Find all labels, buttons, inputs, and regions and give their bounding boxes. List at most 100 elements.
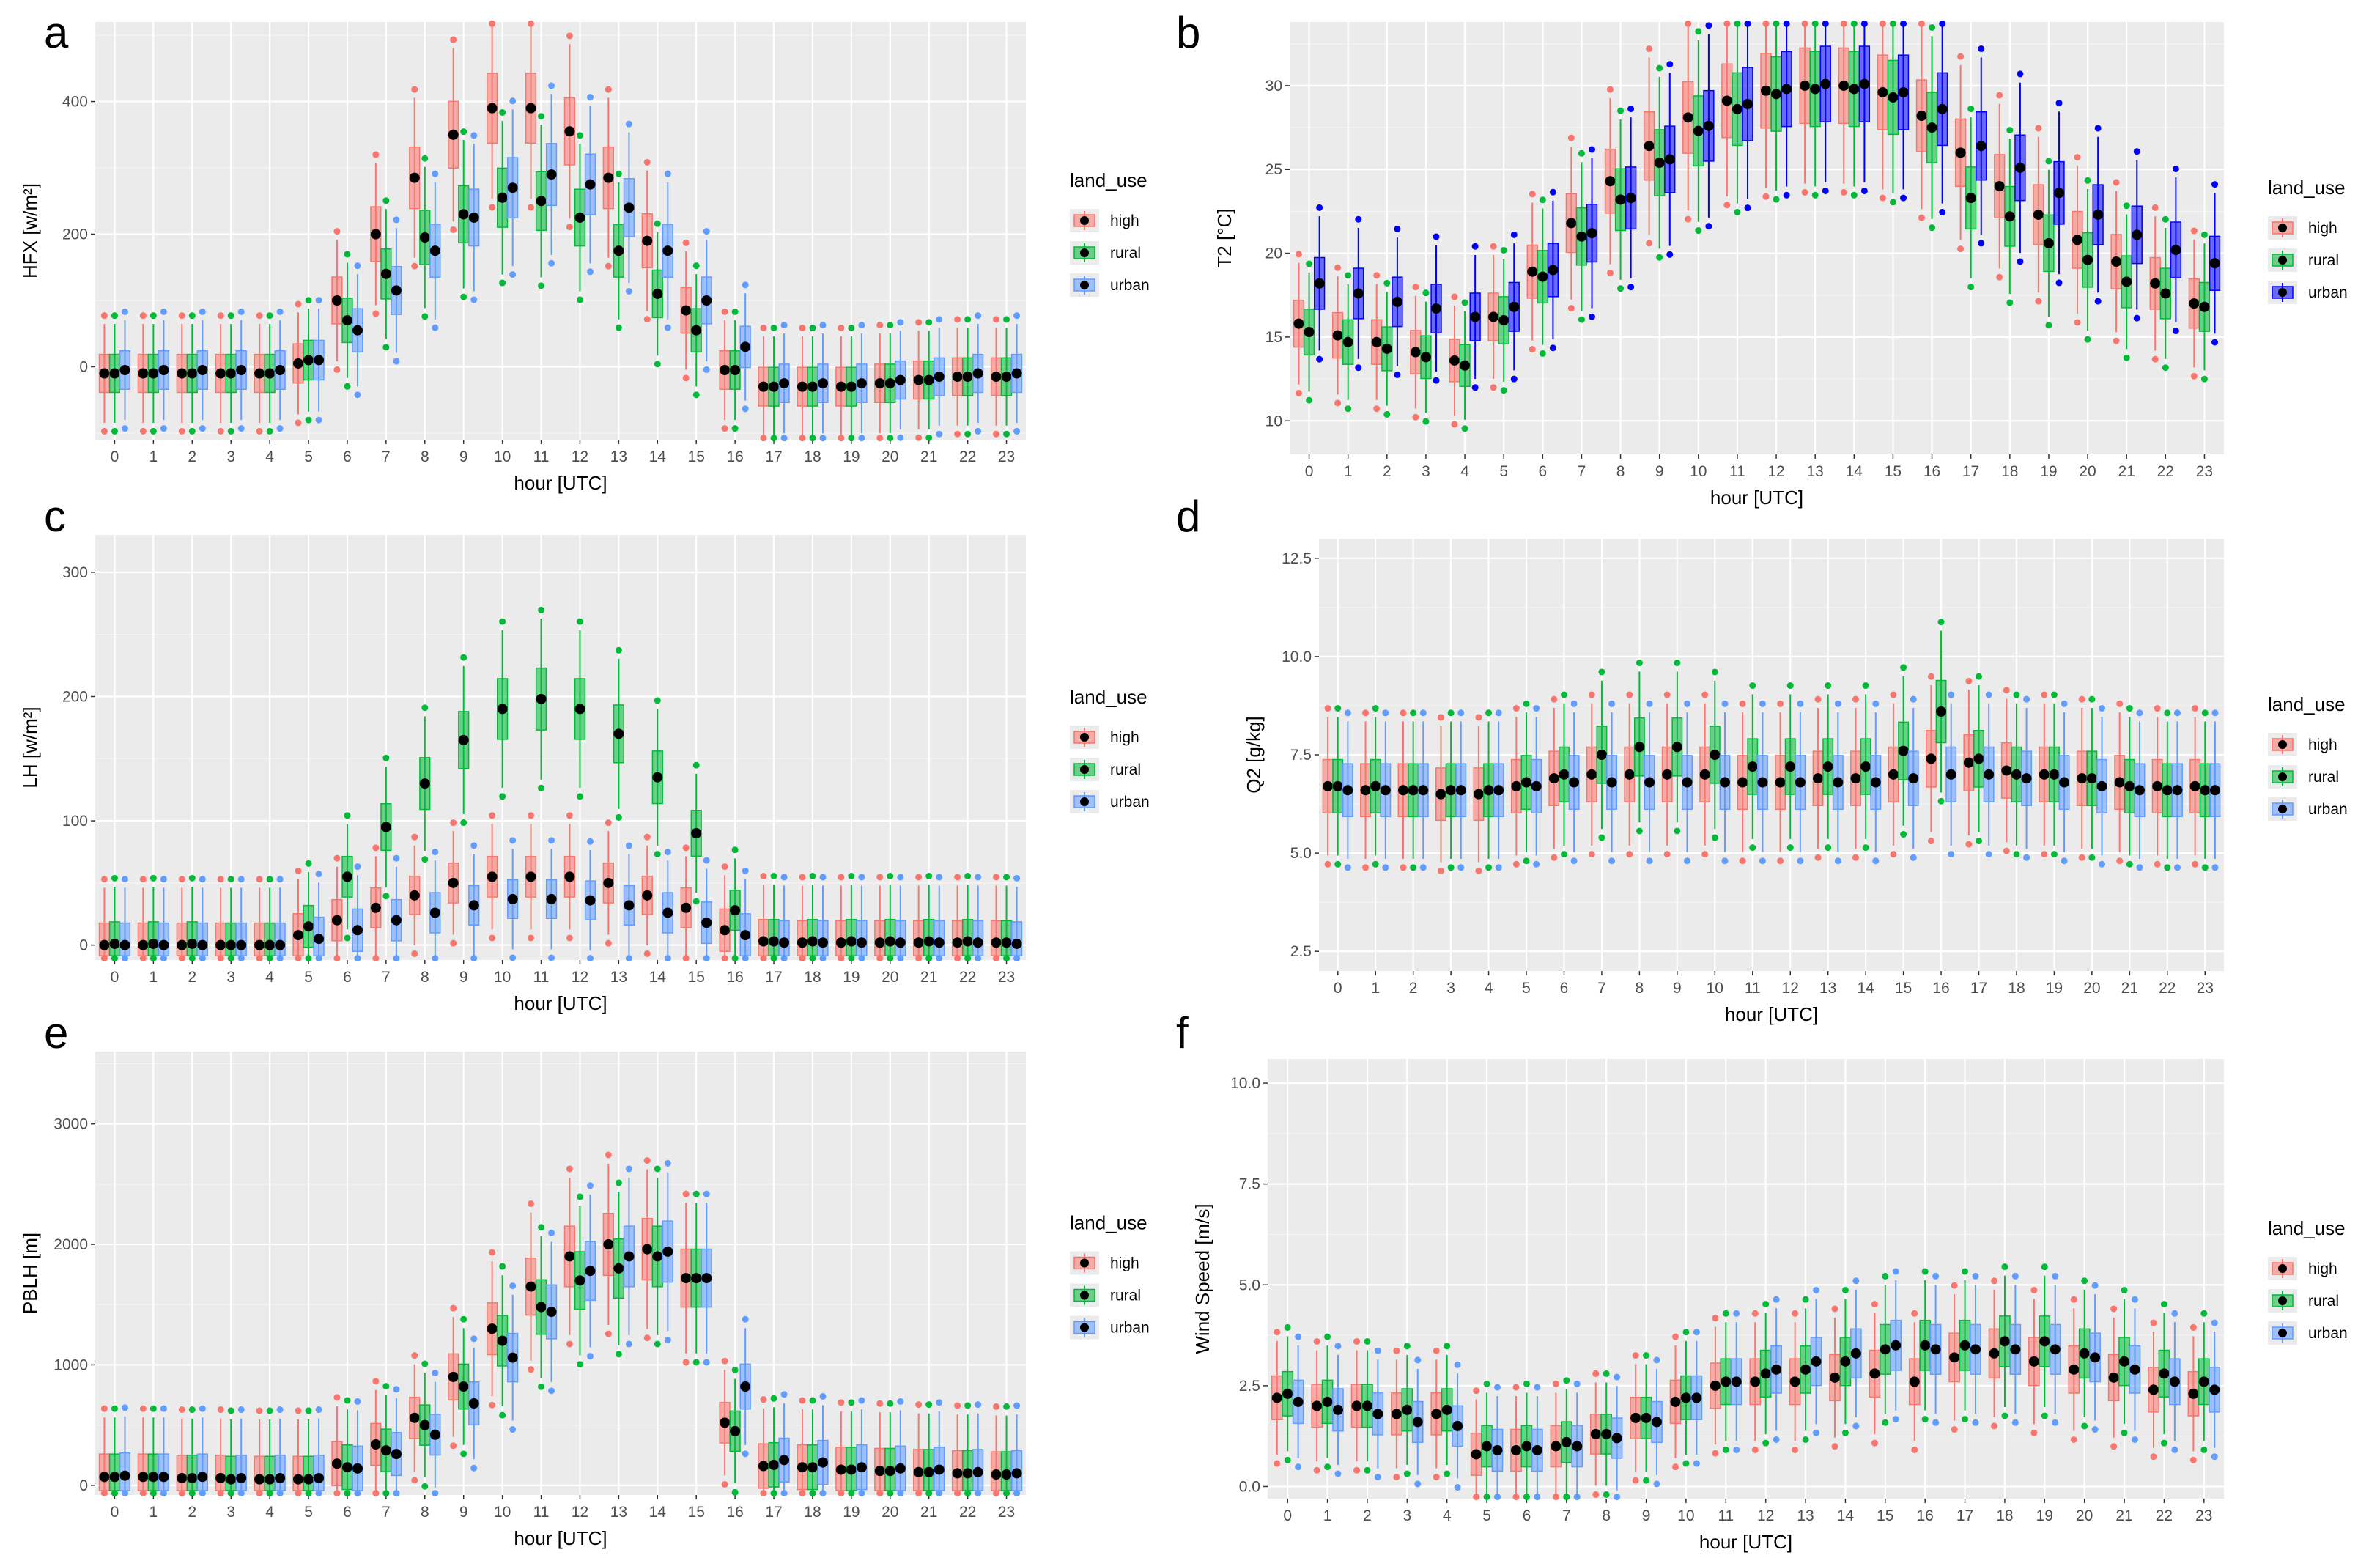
outlier-point [1951,1282,1958,1289]
mean-point [1590,1428,1601,1439]
outlier-point [548,954,555,961]
outlier-point [1762,1439,1770,1447]
outlier-point [566,812,573,819]
outlier-point [2151,204,2159,211]
mean-point [1965,193,1976,204]
outlier-point [372,844,380,852]
mean-point [1984,769,1995,780]
outlier-point [1433,1347,1440,1354]
outlier-point [615,324,622,331]
outlier-point [538,606,545,613]
mean-point [507,893,518,904]
outlier-point [1551,854,1558,861]
y-tick-label: 25 [1265,161,1282,178]
outlier-point [1334,399,1342,407]
outlier-point [848,324,855,331]
outlier-point [2035,298,2042,305]
outlier-point [1666,251,1674,258]
outlier-point [1362,864,1370,871]
x-tick-label: 7 [382,1504,391,1521]
mean-point [331,295,342,306]
mean-point [874,378,885,389]
outlier-point [615,1351,622,1358]
x-tick-label: 9 [459,969,468,986]
outlier-point [1510,375,1518,383]
outlier-point [160,1405,167,1412]
mean-point [1810,84,1821,95]
outlier-point [421,1483,429,1490]
outlier-point [936,1399,943,1406]
outlier-point [1751,1310,1759,1317]
outlier-point [1013,1490,1021,1497]
outlier-point [266,1407,273,1414]
mean-point [2072,235,2082,245]
mean-point [497,1335,508,1346]
mean-point [1926,753,1937,764]
x-axis-title: hour [UTC] [514,992,607,1014]
box [98,922,111,956]
outlier-point [915,955,923,962]
outlier-point [199,1490,206,1497]
legend-title: land_use [1070,686,1148,708]
outlier-point [1306,260,1313,267]
outlier-point [1523,700,1530,707]
series-high [98,1151,1002,1497]
x-tick-label: 0 [111,1504,119,1521]
outlier-point [1723,20,1731,27]
outlier-point [2023,854,2030,861]
outlier-point [2084,177,2091,184]
outlier-point [692,262,700,270]
x-tick-label: 19 [843,969,860,986]
outlier-point [139,312,147,320]
outlier-point [1512,860,1520,868]
mean-point [1949,1352,1960,1363]
outlier-point [1437,867,1444,874]
mean-point [1670,1396,1681,1407]
legend-label-rural: rural [1110,1288,1141,1304]
outlier-point [1759,857,1766,865]
series-urban [119,1159,1023,1497]
outlier-point [1490,243,1497,250]
legend-key-point [1080,216,1089,225]
outlier-point [139,1405,147,1412]
outlier-point [1433,377,1440,384]
mean-point [215,1472,226,1483]
outlier-point [276,876,284,883]
outlier-point [692,761,700,769]
outlier-point [1910,695,1917,703]
outlier-point [721,1480,728,1488]
mean-point [2014,162,2025,173]
mean-point [197,365,208,375]
outlier-point [1475,714,1482,721]
outlier-point [576,618,583,625]
mean-point [236,365,247,375]
outlier-point [1447,709,1455,717]
mean-point [1449,355,1460,366]
outlier-point [1334,1470,1342,1477]
mean-point [1811,1356,1822,1367]
outlier-point [100,955,108,962]
outlier-point [178,1490,185,1497]
outlier-point [1345,405,1352,413]
outlier-point [432,170,439,177]
y-axis-title: LH [w/m²] [19,706,41,788]
outlier-point [1473,1494,1480,1501]
mean-point [177,368,188,379]
outlier-point [111,1490,118,1497]
x-tick-label: 21 [2115,1507,2132,1524]
x-tick-label: 6 [1560,980,1569,997]
outlier-point [1802,1296,1809,1303]
outlier-point [1862,844,1869,852]
outlier-point [654,1165,661,1173]
outlier-point [2121,1286,2128,1293]
outlier-point [2190,227,2198,235]
outlier-point [1451,293,1458,300]
mean-point [341,871,352,882]
outlier-point [760,1490,767,1497]
outlier-point [256,1407,263,1414]
x-tick-label: 4 [265,1504,274,1521]
outlier-point [975,1490,982,1497]
mean-point [1332,1404,1343,1415]
outlier-point [1490,384,1497,391]
